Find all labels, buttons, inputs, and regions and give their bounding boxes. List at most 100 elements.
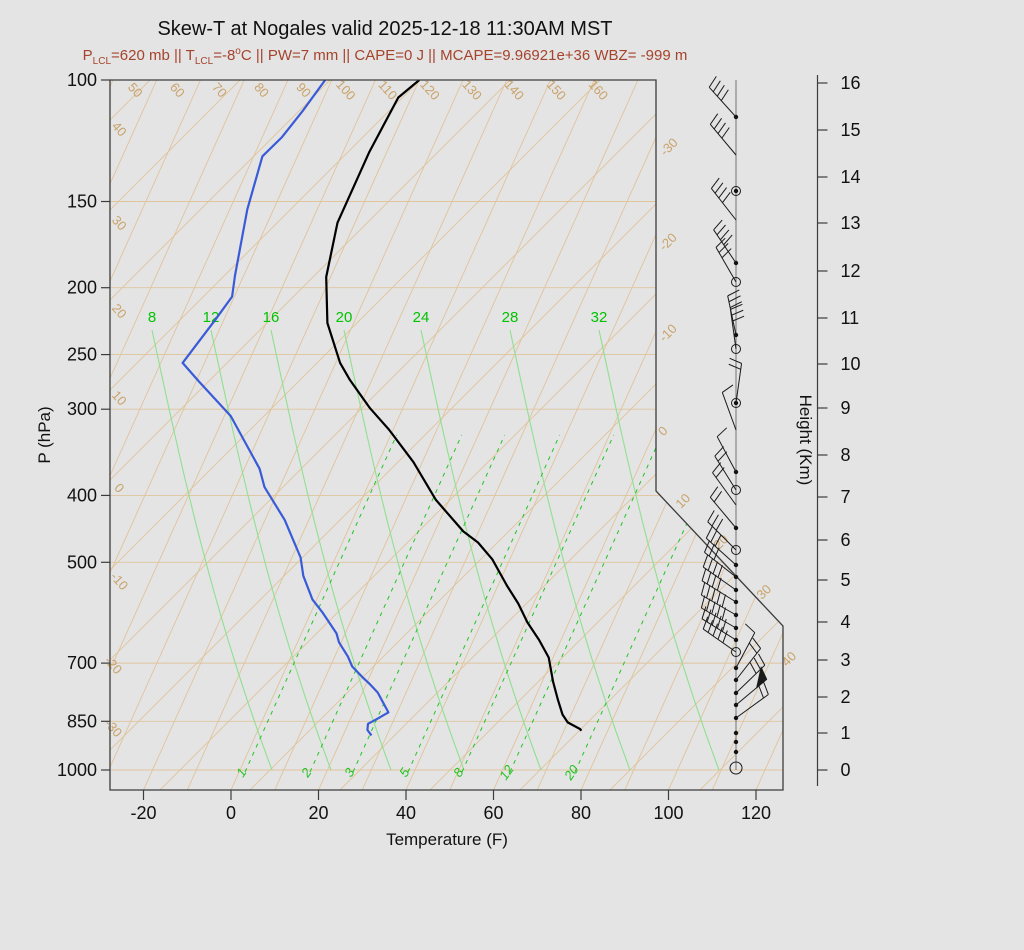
wind-barb-feather xyxy=(717,451,728,462)
svg-text:28: 28 xyxy=(502,309,519,326)
moist-adiabat-labels: 8 12 16 20 24 28 32 xyxy=(148,309,608,326)
wind-barb-feather xyxy=(721,607,726,621)
wind-barb-feather xyxy=(711,514,719,527)
wind-barb-feather xyxy=(701,568,707,581)
wind-barb-feather xyxy=(700,582,706,596)
wind-barb-staff xyxy=(702,566,737,591)
wind-barb-staff xyxy=(709,124,737,156)
wind-barb-feather xyxy=(714,182,724,194)
svg-text:70: 70 xyxy=(209,80,230,101)
wind-barb-feather xyxy=(713,219,723,231)
wind-barb-feather xyxy=(763,682,769,695)
barb-level-dot xyxy=(733,739,739,745)
pressure-tick-label: 250 xyxy=(67,345,97,365)
height-tick-label: 0 xyxy=(841,760,851,780)
pressure-axis: 100 150 200 250 300 400 500 700 850 1000 P (hPa) xyxy=(35,70,110,780)
wind-barb-staff xyxy=(701,580,737,603)
wind-barb-staff xyxy=(714,455,737,491)
plot-border xyxy=(109,79,784,791)
svg-text:50: 50 xyxy=(125,80,146,101)
wind-barb-feather xyxy=(709,486,719,498)
wind-barb-feather xyxy=(718,187,727,199)
height-tick-label: 1 xyxy=(841,723,851,743)
wind-barb-feather xyxy=(712,561,718,575)
wind-barb-staff xyxy=(735,363,743,404)
wind-barb-feather xyxy=(715,467,725,478)
pressure-axis-title: P (hPa) xyxy=(35,406,54,463)
wind-barb-feather xyxy=(727,289,740,297)
svg-text:-30: -30 xyxy=(101,716,125,740)
moist-adiabat-lines xyxy=(151,329,720,771)
svg-text:-10: -10 xyxy=(656,321,680,345)
wind-barb-staff xyxy=(709,497,737,529)
wind-barb-pennant xyxy=(755,665,768,689)
wind-barb-feather xyxy=(713,547,720,560)
wind-barb-feather xyxy=(712,80,721,93)
svg-text:30: 30 xyxy=(109,213,130,234)
wind-barb-staff xyxy=(701,618,737,641)
height-tick-label: 3 xyxy=(841,650,851,670)
pressure-tick-label: 400 xyxy=(67,485,97,505)
wind-barb-feather xyxy=(720,89,729,101)
temperature-tick-label: 20 xyxy=(308,803,328,823)
svg-text:160: 160 xyxy=(586,77,612,103)
dewpoint-curve xyxy=(181,80,390,737)
wind-barb-feather xyxy=(701,606,707,619)
wind-barb-feather xyxy=(744,623,756,634)
wind-barb-feather xyxy=(715,518,724,531)
svg-text:40: 40 xyxy=(109,119,130,140)
svg-text:60: 60 xyxy=(167,80,188,101)
height-tick-label: 11 xyxy=(841,308,860,328)
wind-barb-feather xyxy=(716,615,722,629)
wind-barb-feather xyxy=(716,427,728,438)
wind-barb-feather xyxy=(709,113,719,125)
wind-barb-feather xyxy=(706,585,711,599)
height-axis-title: Height (Km) xyxy=(796,395,815,486)
wind-barb-feather xyxy=(718,243,729,253)
wind-barb-feather xyxy=(707,558,714,571)
barb-level-circle xyxy=(731,485,741,495)
wind-barb-staff xyxy=(729,309,737,350)
svg-text:30: 30 xyxy=(753,581,774,602)
wind-barb-feather xyxy=(713,118,723,130)
svg-text:10: 10 xyxy=(109,388,130,409)
wind-barb-feather xyxy=(711,601,716,615)
wind-barb-staff xyxy=(735,694,769,719)
wind-barb-feather xyxy=(706,609,712,623)
wind-barb-feather xyxy=(721,618,727,632)
wind-barb-feather xyxy=(721,248,732,259)
wind-barb-feather xyxy=(758,685,764,699)
svg-text:32: 32 xyxy=(591,309,608,326)
wind-barb-feather xyxy=(749,661,757,674)
height-tick-label: 12 xyxy=(841,261,861,281)
wind-barb-staff xyxy=(710,188,737,221)
temperature-axis: -20 0 20 40 60 80 100 120 Temperature (F) xyxy=(130,790,771,849)
temperature-curve xyxy=(325,80,583,732)
svg-text:100: 100 xyxy=(333,77,359,103)
wind-barb-feather xyxy=(722,191,731,203)
wind-barb-staff xyxy=(716,436,737,473)
barb-level-circle xyxy=(731,186,741,196)
wind-barb-feather xyxy=(716,224,726,236)
height-tick-label: 7 xyxy=(841,487,851,507)
barb-level-dot xyxy=(733,730,739,736)
height-tick-label: 15 xyxy=(841,120,861,140)
wind-barb-staff xyxy=(721,392,737,431)
svg-text:8: 8 xyxy=(148,309,156,326)
svg-text:-20: -20 xyxy=(101,653,125,677)
temperature-tick-label: 120 xyxy=(741,803,771,823)
temperature-tick-label: 60 xyxy=(483,803,503,823)
wind-barb-staff xyxy=(735,648,762,681)
wind-barb-staff xyxy=(735,632,756,669)
wind-barb-feather xyxy=(706,598,711,612)
svg-text:90: 90 xyxy=(293,80,314,101)
svg-text:10: 10 xyxy=(672,490,693,511)
wind-barb-staff xyxy=(707,521,737,551)
wind-barb-feather xyxy=(712,462,722,473)
pressure-tick-label: 500 xyxy=(67,552,97,572)
svg-text:2: 2 xyxy=(298,765,315,781)
wind-barb-feather xyxy=(707,620,714,633)
isotherm-adiabat-labels: 50 60 70 80 90 100 110 120 130 140 150 160403020100… xyxy=(101,77,799,740)
wind-barb-column xyxy=(700,76,769,775)
